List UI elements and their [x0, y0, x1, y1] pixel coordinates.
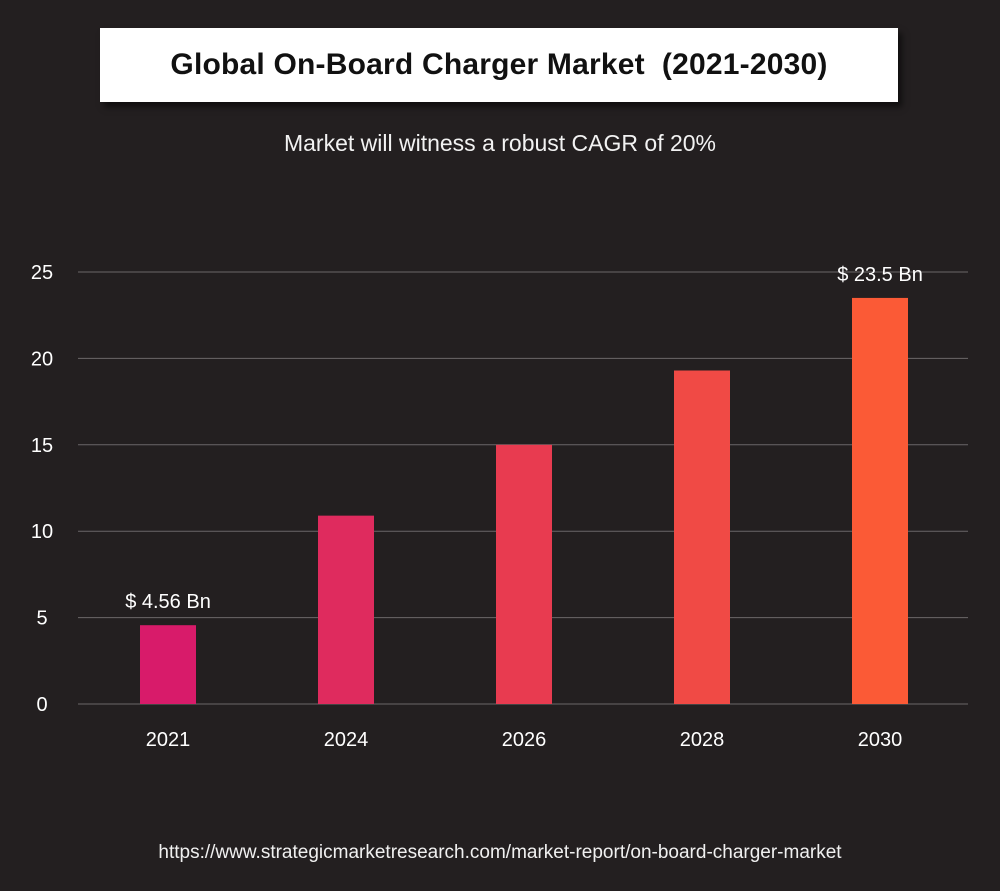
chart-title: Global On-Board Charger Market (2021-203… — [170, 48, 828, 81]
chart-title-box: Global On-Board Charger Market (2021-203… — [100, 28, 898, 102]
x-tick-label: 2026 — [502, 729, 547, 751]
data-label: $ 4.56 Bn — [125, 591, 211, 613]
data-label: $ 23.5 Bn — [837, 264, 923, 286]
y-tick-label: 10 — [31, 521, 53, 543]
bar-2021 — [140, 625, 196, 704]
source-url: https://www.strategicmarketresearch.com/… — [158, 842, 842, 863]
y-tick-label: 5 — [36, 608, 47, 630]
bar-2024 — [318, 515, 374, 704]
x-tick-label: 2030 — [858, 729, 903, 751]
x-tick-label: 2021 — [146, 729, 191, 751]
bar-2030 — [852, 297, 908, 704]
chart-subtitle: Market will witness a robust CAGR of 20% — [283, 130, 717, 156]
y-tick-label: 25 — [31, 262, 53, 284]
x-tick-label: 2028 — [680, 729, 725, 751]
bar-2028 — [674, 370, 730, 704]
y-tick-label: 0 — [36, 694, 47, 716]
x-tick-label: 2024 — [324, 729, 369, 751]
y-tick-label: 20 — [31, 348, 53, 370]
bar-2026 — [496, 444, 552, 704]
y-tick-label: 15 — [31, 435, 53, 457]
